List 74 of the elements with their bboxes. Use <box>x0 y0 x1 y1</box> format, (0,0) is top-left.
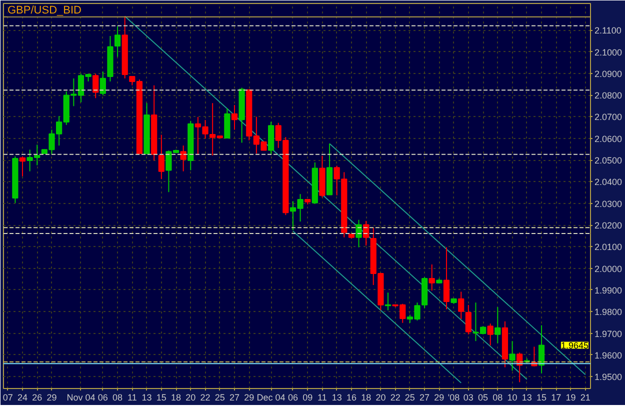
candlestick <box>487 323 494 346</box>
x-tick-label: 20 <box>186 392 196 402</box>
x-tick-label: 21 <box>580 392 590 402</box>
x-tick-label: 08 <box>492 392 503 402</box>
y-tick-label: 1.9800 <box>594 307 622 318</box>
x-tick-label: 27 <box>229 392 240 402</box>
annotation: 1.9645 <box>560 340 589 351</box>
candlestick <box>509 340 516 372</box>
candlestick <box>92 73 99 99</box>
x-tick-label: 19 <box>566 392 576 402</box>
x-tick-label: 15 <box>156 392 166 402</box>
x-tick-label: 18 <box>361 392 372 402</box>
candlestick <box>100 70 106 96</box>
x-tick-label: 08 <box>112 392 123 402</box>
x-tick-label: 20 <box>376 392 386 402</box>
candlestick <box>19 156 26 177</box>
x-tick-label: 13 <box>142 392 152 402</box>
y-tick-label: 2.0100 <box>594 242 622 252</box>
y-tick-label: 2.0700 <box>594 112 622 122</box>
y-tick-label: 2.1000 <box>594 47 622 58</box>
x-tick-label: 11 <box>127 392 137 402</box>
candlestick <box>494 306 501 344</box>
candlestick <box>114 26 121 58</box>
x-tick-label: 22 <box>200 392 210 402</box>
y-tick-label: 2.1100 <box>594 26 622 36</box>
y-tick-label: 1.9600 <box>594 350 622 360</box>
x-tick-label: 03 <box>463 392 474 402</box>
candlestick <box>458 291 464 320</box>
y-tick-label: 1.9500 <box>594 372 622 382</box>
y-tick-label: 2.0500 <box>594 156 622 166</box>
x-tick-label: 10 <box>507 392 518 402</box>
x-tick-label: 06 <box>288 392 298 402</box>
x-tick-label: 29 <box>46 392 57 402</box>
y-tick-label: 2.0900 <box>594 68 622 79</box>
y-tick-label: 2.0600 <box>594 134 622 144</box>
x-tick-label: '08 <box>448 392 460 402</box>
x-tick-label: 25 <box>404 392 415 402</box>
candlestick <box>428 264 435 292</box>
candlestick <box>465 304 472 335</box>
x-tick-label: 13 <box>522 392 532 402</box>
x-tick-label: 18 <box>171 392 182 402</box>
x-tick-label: Dec 04 <box>256 392 286 402</box>
y-tick-label: 2.0300 <box>594 198 622 209</box>
candlestick <box>538 324 545 374</box>
y-tick-label: 1.9900 <box>594 285 622 296</box>
y-tick-label: 2.0200 <box>594 220 622 231</box>
candlestick <box>231 104 238 130</box>
x-tick-label: 06 <box>98 392 108 402</box>
chart-title: GBP/USD_BID <box>8 4 82 16</box>
x-tick-label: 09 <box>302 392 313 402</box>
y-tick-label: 2.0000 <box>594 264 622 274</box>
x-tick-label: 15 <box>536 392 547 402</box>
x-tick-label: 24 <box>18 392 28 402</box>
x-tick-label: 29 <box>434 392 444 402</box>
y-tick-label: 2.0800 <box>594 90 622 101</box>
candlestick <box>384 292 392 311</box>
x-tick-label: 25 <box>214 392 225 402</box>
x-tick-label: 16 <box>346 392 356 402</box>
x-tick-label: 26 <box>32 392 42 402</box>
x-tick-label: Nov 04 <box>66 392 96 402</box>
x-tick-label: 22 <box>390 392 400 402</box>
x-tick-label: 05 <box>478 392 488 402</box>
x-tick-label: 17 <box>551 392 562 402</box>
y-tick-label: 1.9700 <box>594 328 622 339</box>
x-tick-label: 29 <box>244 392 254 402</box>
x-tick-label: 07 <box>2 392 13 402</box>
candlestick <box>443 246 450 310</box>
candlestick <box>158 134 164 180</box>
candlestick <box>180 145 186 172</box>
candlestick <box>356 219 362 248</box>
x-tick-label: 11 <box>318 392 327 402</box>
x-tick-label: 13 <box>332 392 342 402</box>
x-tick-label: 27 <box>420 392 430 402</box>
y-tick-label: 2.0400 <box>594 177 622 188</box>
